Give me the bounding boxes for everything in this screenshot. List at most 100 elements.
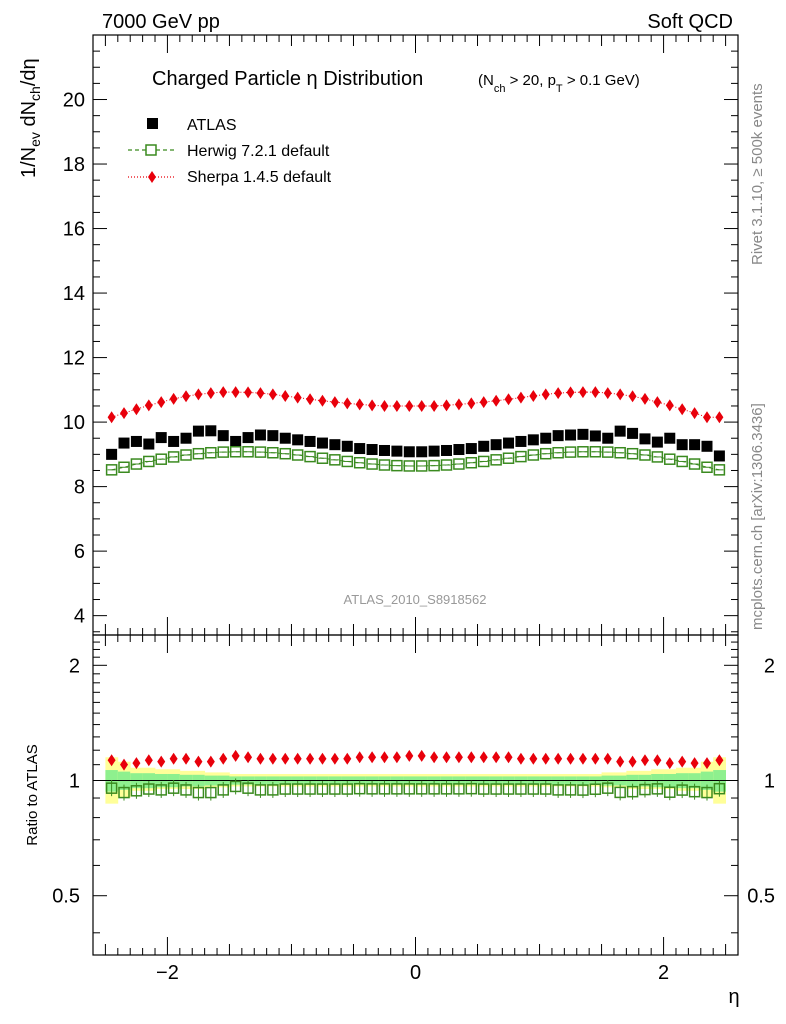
sherpa-ratio-point <box>281 752 290 765</box>
sherpa-point <box>715 411 724 424</box>
sherpa-ratio-point <box>554 752 563 765</box>
atlas-point <box>316 437 328 449</box>
ratio-y-tick-label-right: 2 <box>764 655 775 677</box>
herwig-point <box>527 449 540 461</box>
sherpa-ratio-point <box>132 757 141 770</box>
sherpa-point <box>591 386 600 399</box>
herwig-ratio-point <box>180 784 192 796</box>
herwig-point <box>577 446 589 458</box>
sherpa-point <box>392 399 401 412</box>
sherpa-ratio-point <box>430 751 439 764</box>
sherpa-ratio-point <box>702 757 711 770</box>
sherpa-point <box>120 407 129 420</box>
sherpa-point <box>640 392 649 405</box>
ratio-y-tick-label-right: 1 <box>764 771 775 793</box>
legend-label-atlas: ATLAS <box>187 117 237 134</box>
atlas-point <box>428 445 440 457</box>
sherpa-point <box>219 386 228 399</box>
sherpa-point <box>566 386 575 399</box>
herwig-point <box>353 456 366 469</box>
sherpa-point <box>430 399 439 412</box>
atlas-point <box>180 432 192 444</box>
herwig-ratio-point <box>502 783 515 795</box>
herwig-ratio-point <box>639 783 651 796</box>
sherpa-point <box>318 394 327 407</box>
sherpa-ratio-point <box>231 749 240 762</box>
herwig-ratio-point <box>391 783 403 795</box>
atlas-point <box>192 425 204 437</box>
sherpa-ratio-point <box>678 755 687 768</box>
sherpa-point <box>231 386 240 399</box>
herwig-ratio-point <box>118 786 130 799</box>
sherpa-ratio-point <box>541 752 550 765</box>
legend: ATLAS Herwig 7.2.1 default Sherpa 1.4.5 … <box>128 117 332 186</box>
atlas-point <box>329 439 341 451</box>
atlas-point <box>565 429 577 441</box>
atlas-point <box>515 435 527 447</box>
legend-label-sherpa: Sherpa 1.4.5 default <box>187 169 332 186</box>
x-tick-label: 0 <box>410 962 421 984</box>
herwig-point <box>713 464 726 476</box>
sherpa-point <box>554 387 563 400</box>
sherpa-point <box>256 387 265 400</box>
sherpa-ratio-point <box>529 752 538 765</box>
herwig-ratio-point <box>602 782 614 794</box>
y-tick-label: 16 <box>63 219 85 241</box>
herwig-ratio-point <box>564 784 577 796</box>
atlas-point <box>205 425 217 437</box>
herwig-ratio-point <box>341 783 354 795</box>
herwig-ratio-point <box>143 783 155 795</box>
herwig-ratio-point <box>205 786 217 799</box>
herwig-point <box>205 446 217 459</box>
sherpa-point <box>529 389 538 402</box>
herwig-ratio-point <box>626 785 639 798</box>
sherpa-ratio-point <box>454 751 463 764</box>
herwig-ratio-point <box>155 784 167 796</box>
herwig-ratio-point <box>539 783 552 795</box>
sherpa-point <box>330 396 339 409</box>
herwig-ratio-point <box>130 785 143 797</box>
sherpa-point <box>107 411 116 424</box>
y-tick-label: 10 <box>63 412 85 434</box>
atlas-point <box>341 440 353 452</box>
herwig-ratio-point <box>105 782 118 794</box>
legend-label-herwig: Herwig 7.2.1 default <box>187 143 330 160</box>
herwig-point <box>477 455 490 468</box>
sherpa-ratio-point <box>417 749 426 762</box>
atlas-point <box>441 444 453 456</box>
sherpa-point <box>281 389 290 402</box>
atlas-point <box>292 434 304 446</box>
sherpa-ratio-point <box>194 755 203 768</box>
atlas-point <box>416 446 428 458</box>
atlas-point <box>130 435 142 447</box>
herwig-point <box>502 452 515 464</box>
sherpa-ratio-point <box>107 754 116 767</box>
herwig-ratio-point <box>279 783 292 795</box>
chart-title: Charged Particle η Distribution <box>152 68 423 90</box>
sherpa-point <box>467 397 476 410</box>
header-right: Soft QCD <box>647 11 733 33</box>
y-tick-label: 6 <box>74 541 85 563</box>
sherpa-ratio-point <box>467 751 476 764</box>
atlas-point <box>453 444 465 456</box>
atlas-point <box>577 428 589 440</box>
herwig-ratio-point <box>589 783 602 795</box>
sherpa-point <box>628 390 637 403</box>
herwig-point <box>217 446 229 458</box>
sherpa-ratio-point <box>492 751 501 764</box>
sherpa-point <box>454 398 463 411</box>
atlas-point <box>391 445 403 457</box>
sherpa-point <box>578 386 587 399</box>
herwig-point <box>242 446 254 458</box>
sherpa-ratio-point <box>169 752 178 765</box>
herwig-point <box>391 459 403 472</box>
herwig-ratio-point <box>688 785 701 798</box>
sherpa-point <box>343 397 352 410</box>
sherpa-point <box>665 399 674 412</box>
sherpa-ratio-point <box>268 752 277 765</box>
herwig-point <box>664 453 676 465</box>
herwig-ratio-point <box>415 783 428 795</box>
herwig-point <box>366 458 378 470</box>
sherpa-point <box>702 411 711 424</box>
chart-title-cut: (Nch > 20, pT > 0.1 GeV) <box>478 72 640 95</box>
